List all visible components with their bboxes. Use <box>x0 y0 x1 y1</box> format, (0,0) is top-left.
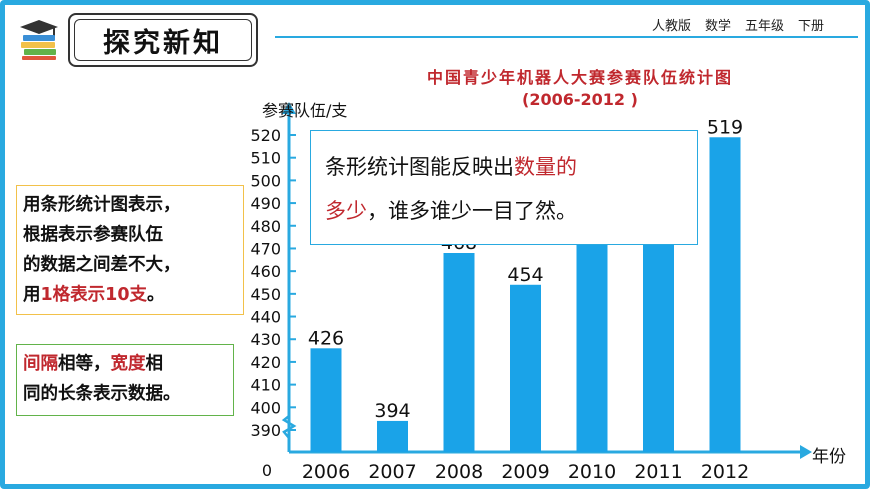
callout-highlight: 多少 <box>325 199 367 223</box>
chart-subtitle: (2006-2012 ) <box>522 90 638 109</box>
callout-highlight: 数量的 <box>514 155 577 179</box>
y-tick-label: 500 <box>250 171 281 190</box>
y-tick-label: 390 <box>250 421 281 440</box>
breadcrumb-item: 数学 <box>705 19 732 34</box>
breadcrumb-item: 下册 <box>798 19 825 34</box>
data-label-2006: 426 <box>308 327 344 349</box>
x-axis-arrow <box>800 445 812 459</box>
y-tick-label: 430 <box>250 330 281 349</box>
y-tick-label: 400 <box>250 398 281 417</box>
note-line: 间隔相等，宽度相 <box>23 349 227 379</box>
x-tick-label: 2006 <box>302 461 350 483</box>
note-highlight: 宽度 <box>110 354 146 374</box>
data-label-2012: 519 <box>707 116 743 138</box>
y-tick-label: 470 <box>250 239 281 258</box>
x-axis-title: 年份 <box>812 447 846 467</box>
breadcrumb-item: 五年级 <box>745 19 785 34</box>
bar-2007 <box>377 420 408 452</box>
y-axis-arrow <box>282 102 296 114</box>
y-tick-label: 480 <box>250 217 281 236</box>
x-tick-label: 2008 <box>435 461 483 483</box>
note-text: 相 <box>145 354 164 374</box>
bar-2009 <box>510 284 541 452</box>
y-tick-label: 490 <box>250 194 281 213</box>
book-stack-icon <box>20 20 58 60</box>
y-axis-title: 参赛队伍/支 <box>262 101 347 120</box>
callout-text: ，谁多谁少一目了然。 <box>367 199 577 223</box>
y-tick-label: 460 <box>250 262 281 281</box>
breadcrumb: 人教版 数学 五年级 下册 <box>652 15 824 34</box>
y-tick-label: 510 <box>250 149 281 168</box>
note-bars: 间隔相等，宽度相 同的长条表示数据。 <box>16 344 234 416</box>
note-line: 根据表示参赛队伍 <box>23 225 163 245</box>
section-title: 探究新知 <box>74 19 252 61</box>
x-tick-label: 2009 <box>501 461 549 483</box>
x-tick-label: 2011 <box>634 461 682 483</box>
x-tick-label: 2007 <box>368 461 416 483</box>
y-tick-label: 410 <box>250 376 281 395</box>
x-tick-label: 2012 <box>701 461 749 483</box>
note-line: 用1格表示10支。 <box>23 280 237 310</box>
data-label-2009: 454 <box>507 264 543 286</box>
data-label-2007: 394 <box>374 400 410 422</box>
bar-2006 <box>310 348 342 452</box>
note-highlight: 1格表示10支 <box>40 285 148 305</box>
note-line: 用条形统计图表示， <box>23 195 181 215</box>
breadcrumb-item: 人教版 <box>652 19 692 34</box>
bar-2008 <box>443 253 475 452</box>
note-text: 。 <box>147 285 165 305</box>
section-title-box: 探究新知 <box>68 13 258 67</box>
origin-label: 0 <box>262 461 272 480</box>
note-highlight: 间隔 <box>23 354 58 374</box>
y-tick-label: 450 <box>250 285 281 304</box>
y-tick-label: 420 <box>250 353 281 372</box>
y-tick-label: 440 <box>250 308 281 327</box>
note-text: 相等， <box>58 354 111 374</box>
note-scale: 用条形统计图表示， 根据表示参赛队伍 的数据之间差不大， 用1格表示10支。 <box>16 185 244 315</box>
note-line: 同的长条表示数据。 <box>23 384 181 404</box>
x-tick-label: 2010 <box>568 461 616 483</box>
note-line: 的数据之间差不大， <box>23 255 181 275</box>
header-divider <box>275 36 858 38</box>
note-text: 用 <box>23 285 41 305</box>
callout-text: 条形统计图能反映出 <box>325 155 514 179</box>
axis-break <box>281 415 297 439</box>
callout-box: 条形统计图能反映出数量的 多少，谁多谁少一目了然。 <box>310 130 698 245</box>
bar-2012 <box>709 137 741 452</box>
chart-title: 中国青少年机器人大赛参赛队伍统计图 <box>426 68 733 87</box>
y-tick-label: 520 <box>250 126 281 145</box>
